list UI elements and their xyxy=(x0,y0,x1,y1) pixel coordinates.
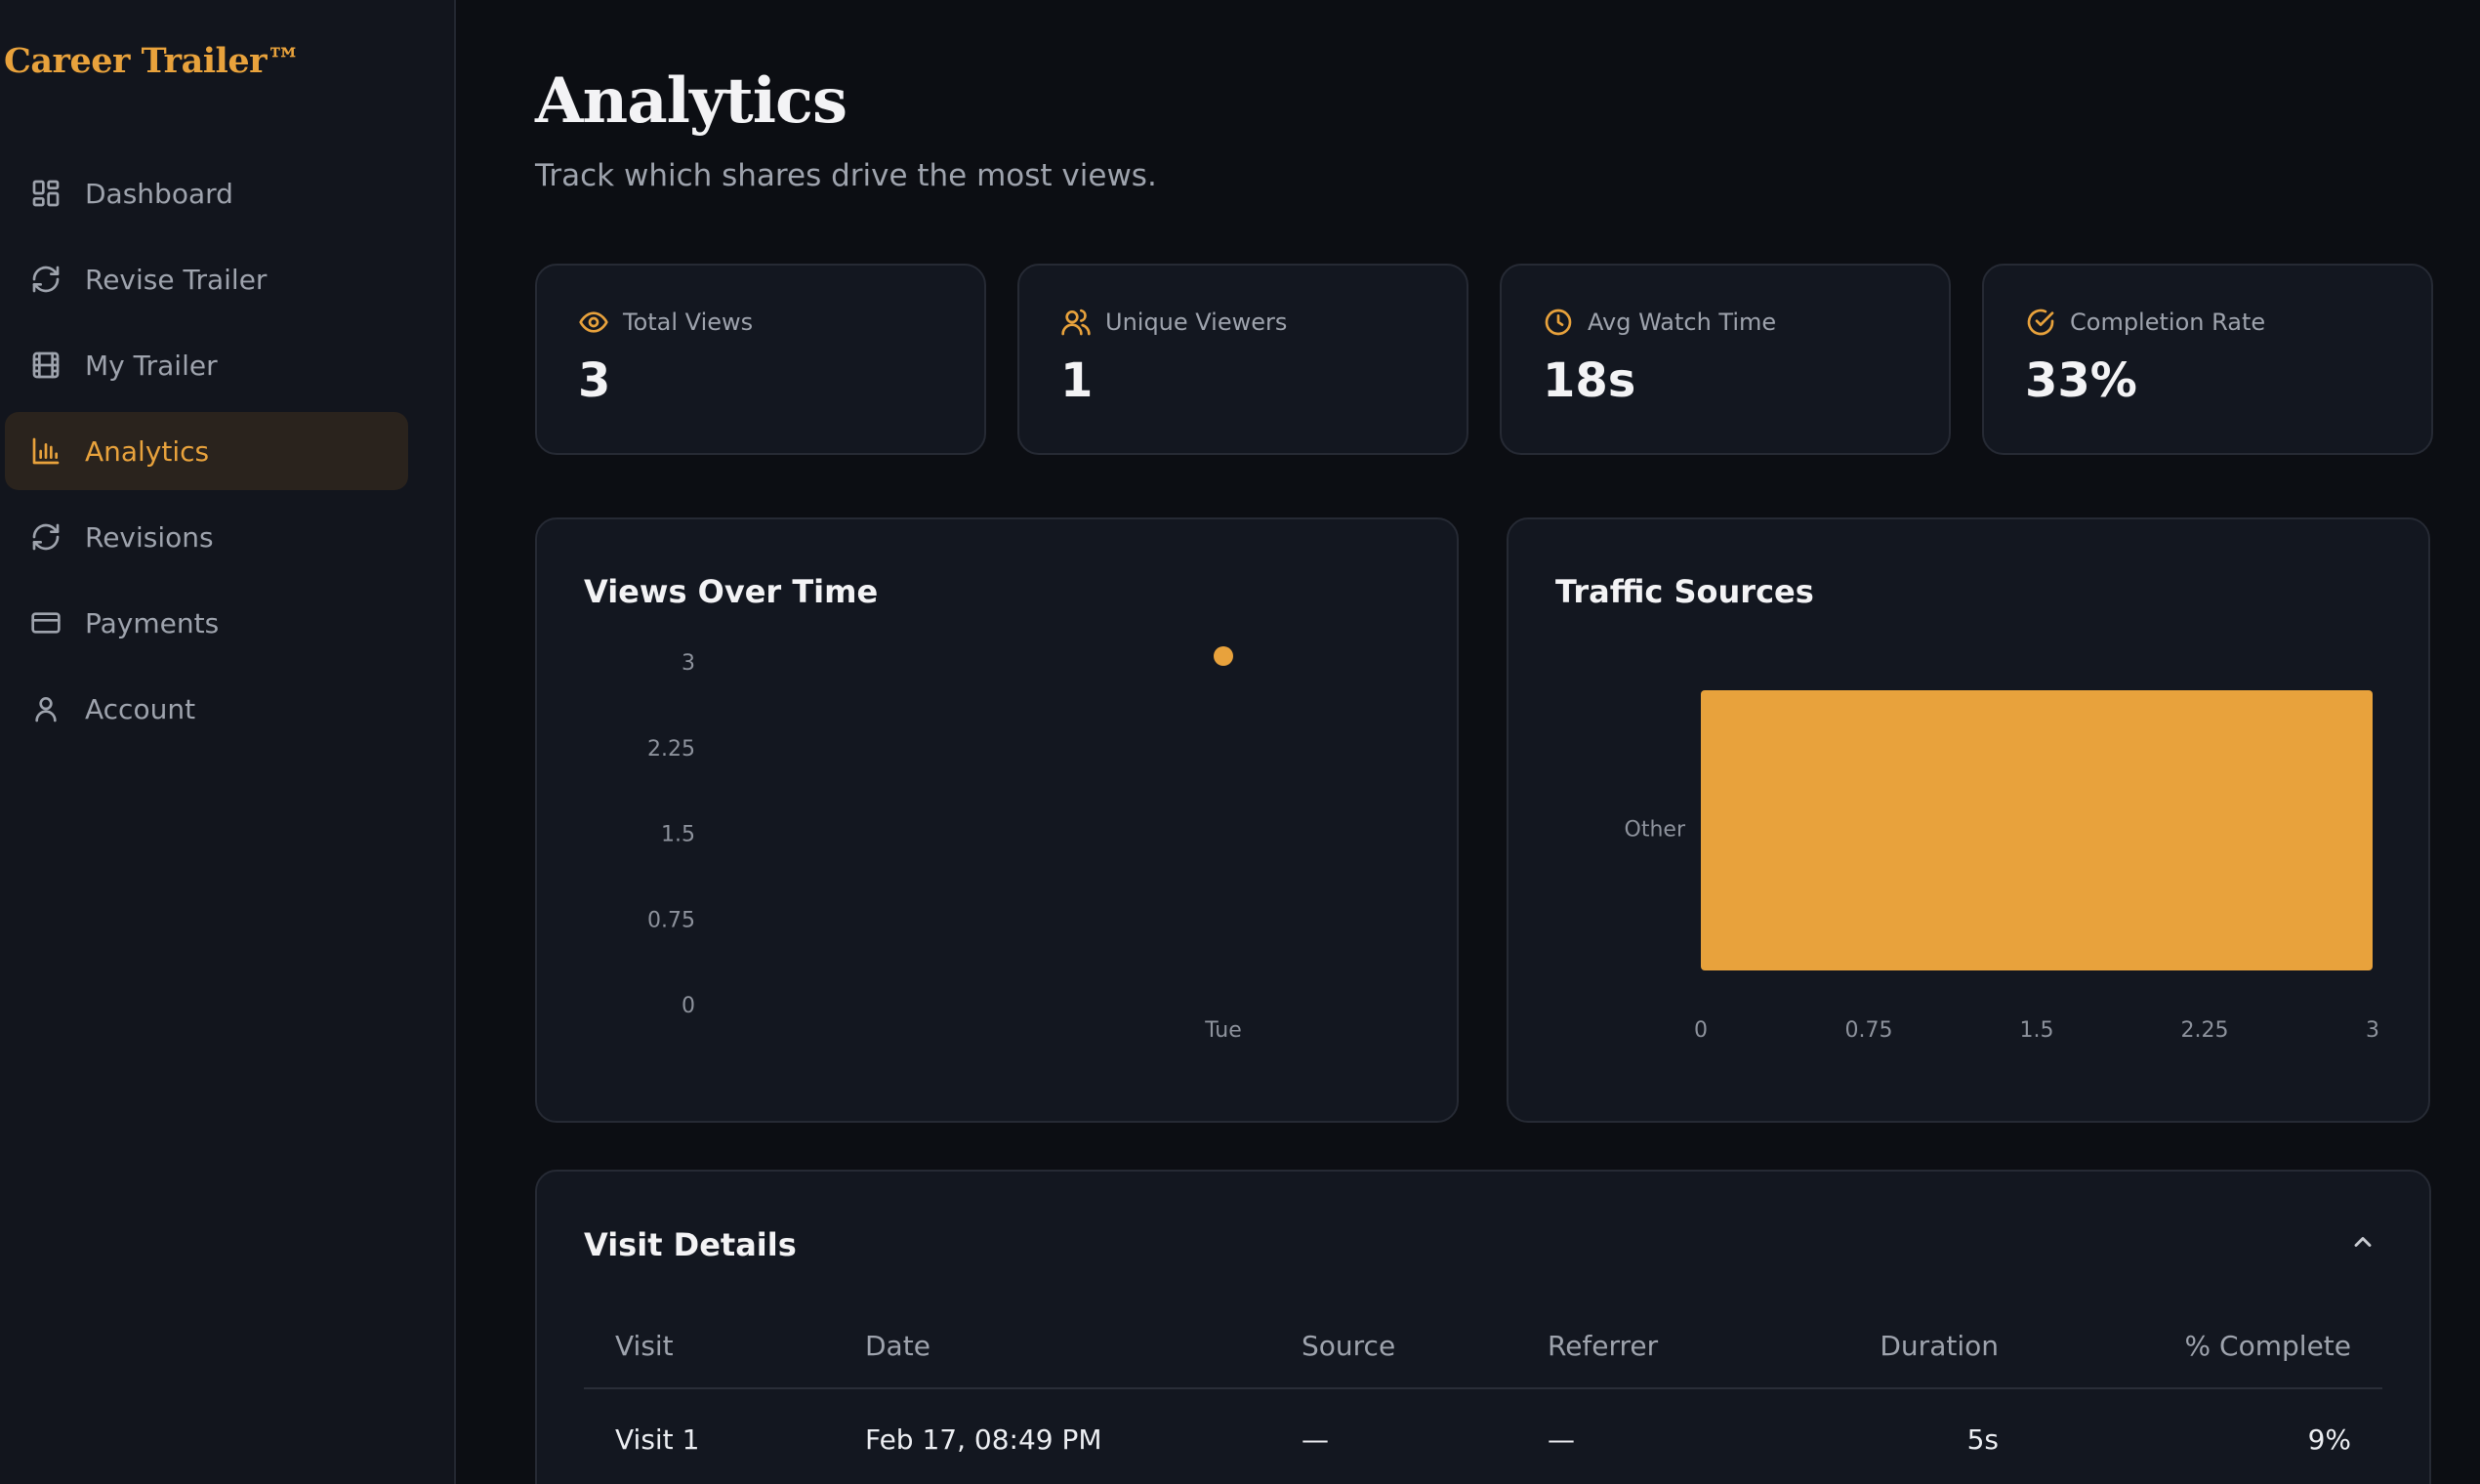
page-title: Analytics xyxy=(535,64,847,138)
film-icon xyxy=(28,348,63,383)
sidebar-item-label: Payments xyxy=(85,606,220,639)
x-tick-label: 2.25 xyxy=(2181,1018,2229,1043)
stat-value: 18s xyxy=(1543,353,1636,408)
y-tick-label: Other xyxy=(1625,818,1686,843)
cell-complete: 9% xyxy=(2307,1423,2351,1456)
sidebar-item-account[interactable]: Account xyxy=(5,670,408,748)
sidebar-item-dashboard[interactable]: Dashboard xyxy=(5,154,408,232)
sidebar-item-label: Analytics xyxy=(85,434,210,468)
column-header[interactable]: Date xyxy=(834,1304,1270,1389)
bar-chart-icon xyxy=(28,433,63,469)
y-tick-label: 1.5 xyxy=(661,823,695,847)
column-header[interactable]: Duration xyxy=(1835,1304,2030,1389)
traffic-sources-card: Traffic Sources 0 0.75 1.5 2.25 3 Other xyxy=(1507,517,2430,1123)
sidebar-item-label: Revise Trailer xyxy=(85,263,268,296)
data-point xyxy=(1214,646,1233,666)
dashboard-grid-icon xyxy=(28,176,63,211)
stat-label: Unique Viewers xyxy=(1060,307,1287,338)
chevron-up-icon xyxy=(2354,1237,2372,1247)
sidebar: Career Trailer™ Dashboard Revise Trailer… xyxy=(0,0,456,1484)
users-icon xyxy=(1061,309,1091,336)
sidebar-item-label: Revisions xyxy=(85,520,214,554)
visit-details-card: Visit Details Visit Date Source Referrer… xyxy=(535,1170,2431,1484)
sidebar-item-revisions[interactable]: Revisions xyxy=(5,498,408,576)
bar xyxy=(1701,690,2373,970)
y-tick-label: 2.25 xyxy=(647,737,695,762)
stat-label-text: Total Views xyxy=(623,309,754,336)
stat-value: 3 xyxy=(578,353,611,408)
stat-card-unique-viewers: Unique Viewers 1 xyxy=(1017,264,1468,455)
cell-source: — xyxy=(1302,1423,1329,1456)
stat-label-text: Completion Rate xyxy=(2070,309,2266,336)
visits-table: Visit Date Source Referrer Duration % Co… xyxy=(584,1304,2382,1484)
sidebar-item-label: My Trailer xyxy=(85,349,218,382)
sidebar-item-revise-trailer[interactable]: Revise Trailer xyxy=(5,240,408,318)
cell-duration: 5s xyxy=(1966,1423,1999,1456)
sidebar-item-analytics[interactable]: Analytics xyxy=(5,412,408,490)
x-tick-label: Tue xyxy=(1204,1018,1242,1043)
stat-label: Completion Rate xyxy=(2025,307,2265,338)
table-row[interactable]: Visit 1 Feb 17, 08:49 PM — — 5s 9% xyxy=(584,1388,2382,1484)
sidebar-item-label: Account xyxy=(85,692,196,725)
views-over-time-card: Views Over Time 0 0.75 1.5 2.25 3 Tue xyxy=(535,517,1459,1123)
stat-label-text: Unique Viewers xyxy=(1105,309,1288,336)
chart-title: Traffic Sources xyxy=(1555,573,1814,610)
stat-card-completion-rate: Completion Rate 33% xyxy=(1982,264,2433,455)
stat-label: Total Views xyxy=(578,307,753,338)
clock-icon xyxy=(1545,309,1572,336)
refresh-icon xyxy=(28,262,63,297)
x-tick-label: 1.5 xyxy=(2020,1018,2054,1043)
x-tick-label: 0.75 xyxy=(1845,1018,1893,1043)
refresh-icon xyxy=(28,519,63,555)
column-header[interactable]: Source xyxy=(1270,1304,1516,1389)
column-header[interactable]: Referrer xyxy=(1516,1304,1835,1389)
stat-value: 33% xyxy=(2025,353,2137,408)
eye-icon xyxy=(579,311,608,333)
stat-card-total-views: Total Views 3 xyxy=(535,264,986,455)
stat-value: 1 xyxy=(1060,353,1094,408)
stat-label: Avg Watch Time xyxy=(1543,307,1776,338)
x-tick-label: 3 xyxy=(2366,1018,2379,1043)
cell-referrer: — xyxy=(1548,1423,1575,1456)
page-subtitle: Track which shares drive the most views. xyxy=(535,158,1157,193)
credit-card-icon xyxy=(28,605,63,640)
collapse-button[interactable] xyxy=(2343,1222,2382,1261)
cell-visit: Visit 1 xyxy=(615,1423,700,1456)
sidebar-nav: Dashboard Revise Trailer My Trailer Anal… xyxy=(5,154,408,756)
stat-card-avg-watch-time: Avg Watch Time 18s xyxy=(1500,264,1951,455)
x-tick-label: 0 xyxy=(1694,1018,1708,1043)
y-tick-label: 0.75 xyxy=(647,908,695,932)
y-tick-label: 3 xyxy=(682,651,695,676)
views-over-time-chart: 0 0.75 1.5 2.25 3 Tue xyxy=(647,646,1242,1043)
column-header[interactable]: Visit xyxy=(584,1304,834,1389)
visit-details-title: Visit Details xyxy=(584,1226,797,1263)
brand-logo[interactable]: Career Trailer™ xyxy=(4,41,301,81)
stat-label-text: Avg Watch Time xyxy=(1588,309,1777,336)
table-header-row: Visit Date Source Referrer Duration % Co… xyxy=(584,1304,2382,1389)
sidebar-item-label: Dashboard xyxy=(85,177,233,210)
sidebar-item-payments[interactable]: Payments xyxy=(5,584,408,662)
user-icon xyxy=(28,691,63,726)
y-tick-label: 0 xyxy=(682,994,695,1018)
traffic-sources-chart: 0 0.75 1.5 2.25 3 Other xyxy=(1625,690,2379,1043)
chart-title: Views Over Time xyxy=(584,573,879,610)
cell-date: Feb 17, 08:49 PM xyxy=(865,1423,1102,1456)
check-circle-icon xyxy=(2027,309,2054,336)
column-header[interactable]: % Complete xyxy=(2030,1304,2382,1389)
sidebar-item-my-trailer[interactable]: My Trailer xyxy=(5,326,408,404)
